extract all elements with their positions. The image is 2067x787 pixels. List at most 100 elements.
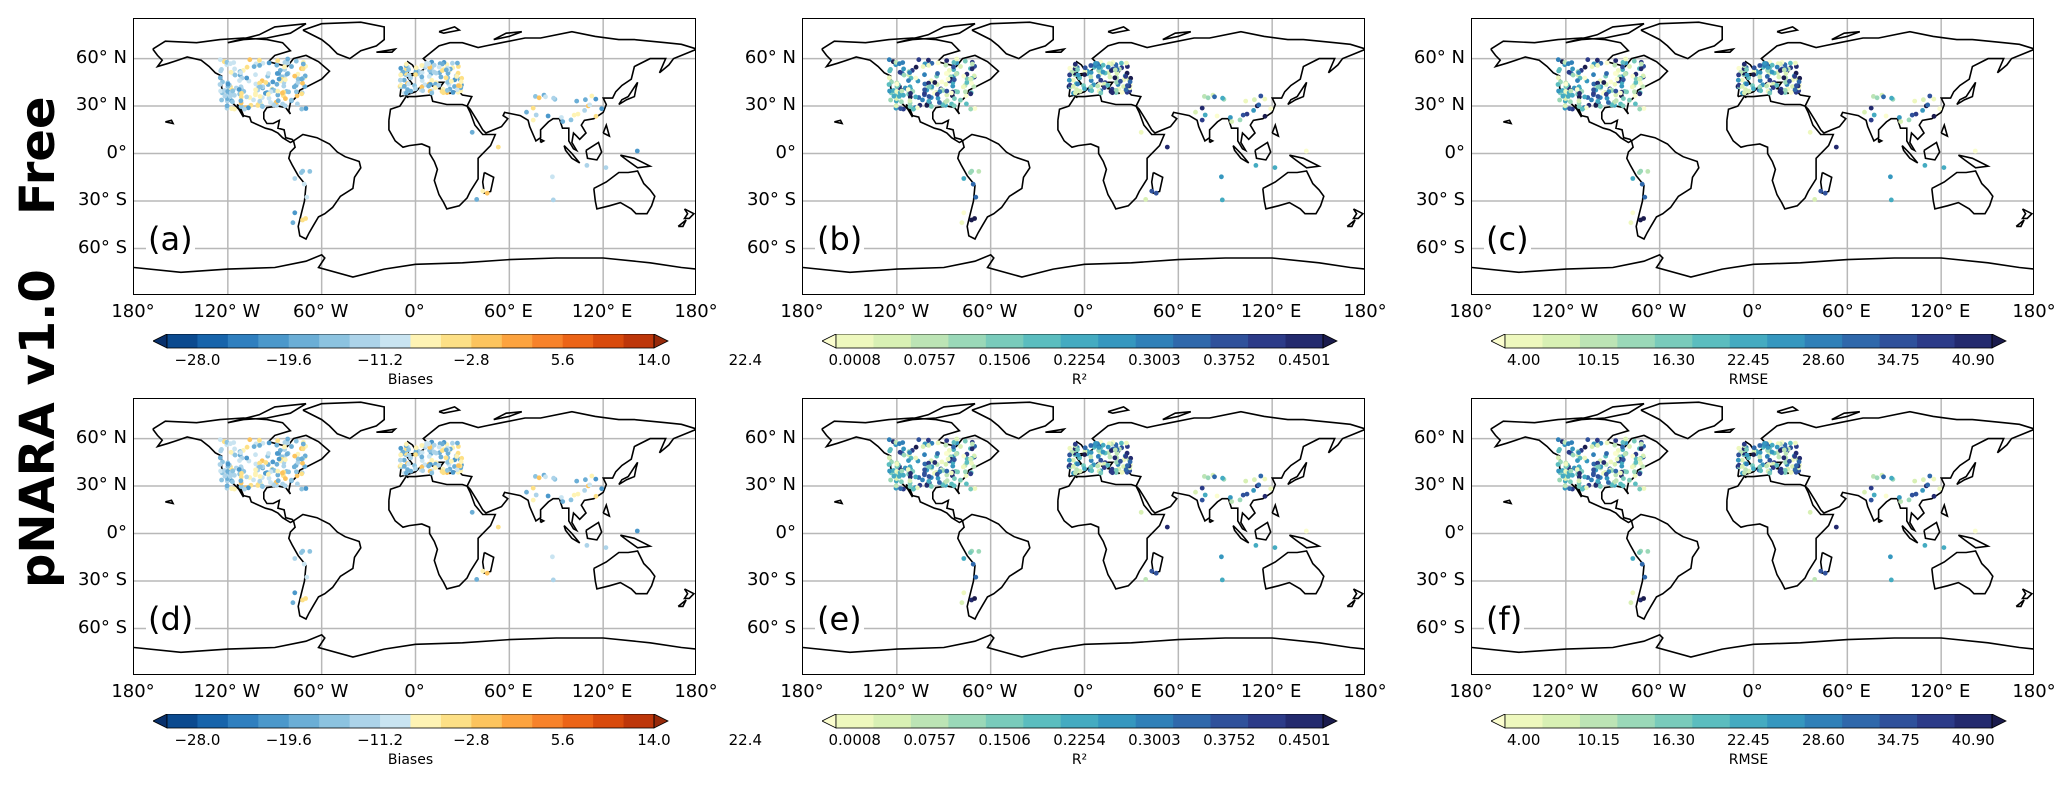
station-marker (1638, 66, 1644, 72)
station-marker (1871, 492, 1877, 498)
colorbar-swatch (836, 714, 874, 728)
station-marker (293, 58, 299, 64)
station-marker (1101, 85, 1107, 90)
station-marker (294, 469, 299, 475)
station-marker (1614, 456, 1620, 462)
colorbar-swatch (1842, 334, 1881, 348)
station-marker (441, 470, 446, 476)
coastline (602, 122, 611, 138)
station-marker (1613, 88, 1619, 94)
colorbar-tick-label: −19.6 (265, 731, 312, 749)
station-marker (266, 475, 272, 481)
station-marker (530, 105, 536, 111)
station-marker (568, 497, 574, 503)
station-marker (1927, 93, 1933, 99)
station-marker (901, 472, 906, 478)
station-marker (263, 460, 269, 465)
station-marker (1757, 458, 1763, 463)
station-marker (1613, 58, 1619, 63)
station-marker (1199, 105, 1205, 111)
station-marker (1595, 57, 1600, 63)
station-marker (238, 474, 244, 480)
station-marker (943, 461, 949, 467)
station-marker (926, 94, 932, 99)
colorbar-swatch (258, 334, 290, 348)
station-marker (1620, 483, 1626, 489)
lon-tick-label: 180° (1343, 681, 1387, 702)
coastline (1068, 410, 1364, 533)
station-marker (1783, 79, 1788, 85)
station-marker (937, 480, 942, 485)
colorbar-tick-label: 5.6 (550, 351, 575, 369)
station-marker (943, 451, 949, 456)
station-marker (1931, 96, 1937, 102)
station-marker (976, 169, 982, 174)
station-marker (281, 463, 287, 469)
coastline (1726, 474, 1835, 590)
colorbar-tick-label: 22.4 (728, 731, 763, 749)
station-marker (1764, 463, 1769, 469)
station-marker (1612, 461, 1618, 467)
station-marker (1095, 83, 1100, 89)
station-marker (888, 67, 893, 72)
station-marker (894, 461, 900, 467)
station-marker (1739, 457, 1745, 463)
station-marker (404, 470, 409, 476)
station-marker (593, 493, 599, 499)
coastline (1472, 633, 2033, 658)
station-marker (225, 81, 231, 87)
station-marker (426, 74, 432, 79)
station-marker (1783, 459, 1788, 465)
lat-tick-label: 30° S (746, 189, 796, 211)
colorbar-extend-low (1491, 334, 1506, 349)
station-marker (1585, 437, 1591, 443)
station-marker (964, 76, 970, 82)
coastline (618, 461, 639, 486)
station-marker (582, 488, 587, 493)
station-marker (907, 474, 913, 480)
station-marker (440, 68, 445, 73)
colorbar-swatch (1060, 334, 1099, 348)
coastline (388, 474, 497, 590)
station-marker (952, 476, 957, 481)
station-marker (1603, 471, 1609, 477)
coastline (1208, 517, 1215, 524)
station-marker (1067, 452, 1072, 458)
station-marker (906, 458, 911, 463)
station-marker (1937, 106, 1943, 112)
colorbar-swatch (1505, 334, 1543, 348)
station-marker (1138, 129, 1144, 135)
station-marker (404, 90, 409, 96)
station-marker (911, 106, 916, 112)
colorbar-swatch (1285, 714, 1324, 728)
station-marker (406, 447, 411, 452)
station-marker (1630, 73, 1636, 79)
station-marker (1199, 485, 1205, 491)
station-marker (275, 438, 281, 443)
station-marker (1589, 97, 1594, 103)
station-marker (1782, 88, 1788, 93)
station-marker (1788, 60, 1793, 66)
lon-tick-label: 0° (1073, 301, 1094, 322)
coastline (388, 94, 497, 210)
station-marker (289, 444, 294, 449)
station-marker (1796, 459, 1802, 465)
station-marker (932, 460, 938, 465)
station-marker (1100, 449, 1106, 455)
station-marker (1638, 446, 1644, 452)
station-marker (1107, 454, 1113, 460)
station-marker (1125, 463, 1130, 468)
station-marker (1757, 63, 1763, 68)
colorbar-swatch (1542, 714, 1581, 728)
station-marker (295, 76, 301, 82)
station-marker (1199, 497, 1205, 503)
coastline (1737, 30, 2033, 153)
station-marker (406, 452, 412, 458)
colorbar-tick-label: 0.4501 (1278, 351, 1331, 369)
colorbar-swatch (1842, 714, 1881, 728)
coastline (1057, 474, 1166, 590)
coastline (1262, 170, 1325, 215)
station-marker (304, 574, 310, 580)
station-marker (419, 74, 425, 80)
colorbar-swatch (1135, 334, 1174, 348)
